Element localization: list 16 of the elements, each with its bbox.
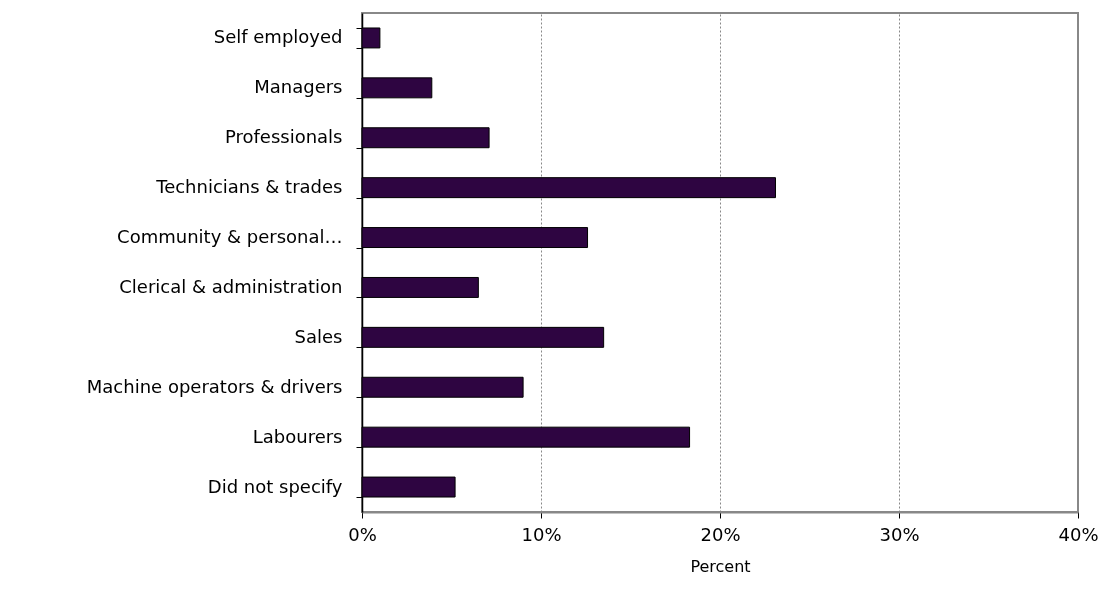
y-tick-label: Professionals (224, 126, 343, 148)
y-tick-label: Did not specify (207, 475, 343, 497)
x-tick-label: 30% (879, 523, 920, 545)
y-tick-label: Technicians & trades (155, 176, 343, 198)
y-tick-label: Clerical & administration (119, 275, 343, 297)
x-tick-label: 0% (348, 523, 377, 545)
y-tick-label: Machine operators & drivers (86, 375, 343, 397)
y-tick-label: Sales (294, 325, 343, 347)
x-tick-label: 20% (700, 523, 741, 545)
x-axis-title: Percent (690, 556, 751, 576)
y-tick-label: Self employed (213, 26, 343, 48)
y-tick-label: Managers (254, 76, 343, 98)
y-tick-label: Community & personal… (117, 226, 343, 248)
x-tick-label: 10% (521, 523, 562, 545)
x-tick-label: 40% (1058, 523, 1099, 545)
y-tick-label: Labourers (252, 425, 343, 447)
